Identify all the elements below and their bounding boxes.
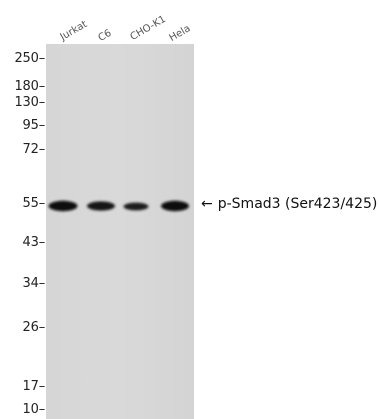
mw-marker-95: 95– bbox=[22, 118, 46, 133]
band-annotation: ← p-Smad3 (Ser423/425) bbox=[201, 196, 377, 212]
arrow-left-icon: ← bbox=[201, 196, 213, 212]
mw-marker-130: 130– bbox=[14, 95, 45, 110]
target-protein-label: p-Smad3 (Ser423/425) bbox=[217, 196, 378, 212]
mw-marker-55: 55– bbox=[22, 196, 46, 211]
lane-label-c6: C6 bbox=[96, 27, 114, 44]
band-hela bbox=[161, 200, 189, 212]
lane-label-hela: Hela bbox=[167, 23, 193, 44]
mw-marker-34: 34– bbox=[22, 276, 46, 291]
mw-marker-10: 10– bbox=[22, 402, 46, 417]
lane-label-jurkat: Jurkat bbox=[58, 18, 90, 43]
band-jurkat bbox=[48, 200, 78, 212]
mw-marker-43: 43– bbox=[22, 235, 46, 250]
mw-marker-26: 26– bbox=[22, 320, 46, 335]
band-cho-k1 bbox=[123, 202, 149, 211]
mw-marker-180: 180– bbox=[14, 79, 45, 94]
mw-marker-250: 250– bbox=[14, 51, 45, 66]
lane-label-cho-k1: CHO-K1 bbox=[128, 13, 168, 43]
band-c6 bbox=[87, 201, 115, 211]
mw-marker-17: 17– bbox=[22, 379, 46, 394]
mw-marker-72: 72– bbox=[22, 142, 46, 157]
western-blot-membrane bbox=[46, 44, 194, 419]
